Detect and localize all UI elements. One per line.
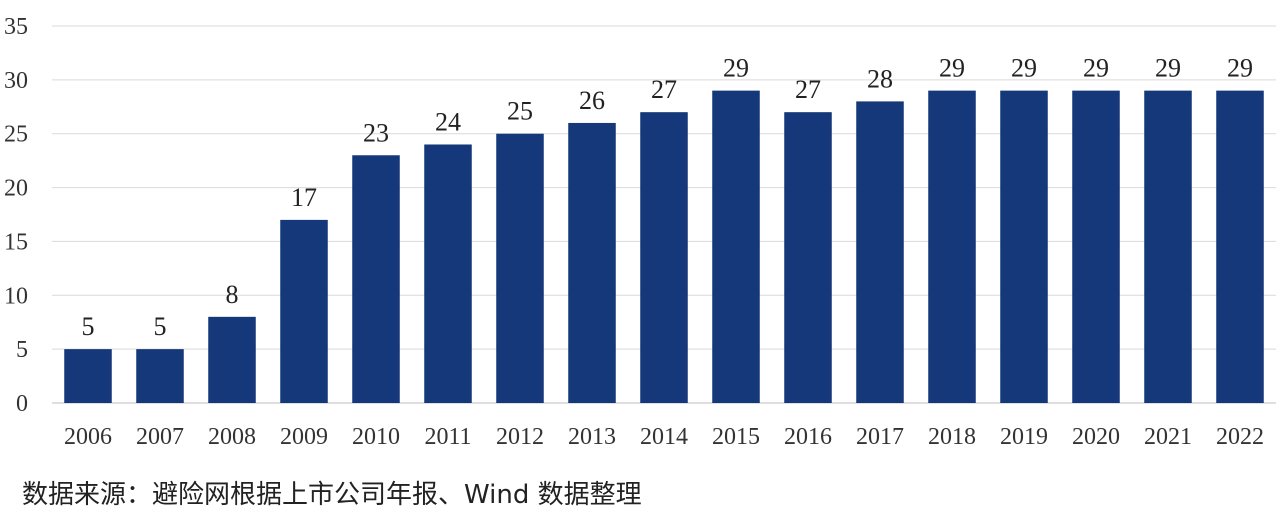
data-label-2009: 17 [291, 183, 317, 212]
x-tick-label: 2022 [1216, 424, 1264, 450]
data-label-2015: 29 [723, 54, 749, 83]
x-tick-label: 2012 [496, 424, 544, 450]
data-labels: 5 5 8 17 23 24 25 26 27 29 27 28 29 29 29 29 29 [82, 54, 1254, 342]
bar-2015 [712, 90, 760, 403]
data-label-2007: 5 [154, 312, 167, 341]
x-tick-label: 2010 [352, 424, 400, 450]
data-label-2016: 27 [795, 75, 821, 104]
data-label-2014: 27 [651, 75, 677, 104]
data-label-2021: 29 [1155, 54, 1181, 83]
x-tick-label: 2013 [568, 424, 616, 450]
y-tick-label: 0 [16, 391, 28, 417]
x-tick-label: 2009 [280, 424, 328, 450]
bar-2006 [64, 349, 112, 403]
source-note: 数据来源：避险网根据上市公司年报、Wind 数据整理 [22, 480, 642, 510]
y-tick-label: 10 [4, 283, 28, 309]
y-tick-label: 30 [4, 68, 28, 94]
data-label-2006: 5 [82, 312, 95, 341]
bar-2012 [496, 133, 544, 403]
data-label-2020: 29 [1083, 54, 1109, 83]
data-label-2008: 8 [226, 280, 239, 309]
bar-chart: 0 5 10 15 20 25 30 35 5 5 8 17 23 24 25 26 27 29 27 28 29 29… [4, 14, 1276, 450]
bar-2009 [280, 219, 328, 403]
bar-2022 [1216, 90, 1264, 403]
x-tick-label: 2017 [856, 424, 904, 450]
x-tick-label: 2019 [1000, 424, 1048, 450]
bar-2010 [352, 155, 400, 403]
x-axis-ticks: 2006 2007 2008 2009 2010 2011 2012 2013 2014 2015… [64, 424, 1264, 450]
bar-2008 [208, 316, 256, 403]
data-label-2011: 24 [435, 107, 461, 136]
bar-2007 [136, 349, 184, 403]
y-axis-ticks: 0 5 10 15 20 25 30 35 [4, 14, 28, 417]
data-label-2010: 23 [363, 118, 389, 147]
x-tick-label: 2021 [1144, 424, 1192, 450]
x-tick-label: 2015 [712, 424, 760, 450]
x-tick-label: 2011 [424, 424, 471, 450]
bar-2017 [856, 101, 904, 404]
bars [64, 90, 1264, 404]
bar-2019 [1000, 90, 1048, 403]
x-tick-label: 2014 [640, 424, 688, 450]
bar-2013 [568, 122, 616, 403]
data-label-2012: 25 [507, 97, 533, 126]
y-tick-label: 5 [16, 337, 28, 363]
x-tick-label: 2020 [1072, 424, 1120, 450]
x-tick-label: 2008 [208, 424, 256, 450]
bar-2021 [1144, 90, 1192, 403]
y-tick-label: 20 [4, 176, 28, 202]
data-label-2017: 28 [867, 64, 893, 93]
x-tick-label: 2007 [136, 424, 184, 450]
bar-2016 [784, 112, 832, 404]
bar-2018 [928, 90, 976, 403]
x-tick-label: 2016 [784, 424, 832, 450]
data-label-2018: 29 [939, 54, 965, 83]
x-tick-label: 2006 [64, 424, 112, 450]
y-tick-label: 15 [4, 229, 28, 255]
x-tick-label: 2018 [928, 424, 976, 450]
bar-2014 [640, 112, 688, 404]
bar-2011 [424, 144, 472, 403]
y-tick-label: 25 [4, 122, 28, 148]
data-label-2013: 26 [579, 86, 605, 115]
bar-2020 [1072, 90, 1120, 403]
data-label-2019: 29 [1011, 54, 1037, 83]
data-label-2022: 29 [1227, 54, 1253, 83]
y-tick-label: 35 [4, 14, 28, 40]
